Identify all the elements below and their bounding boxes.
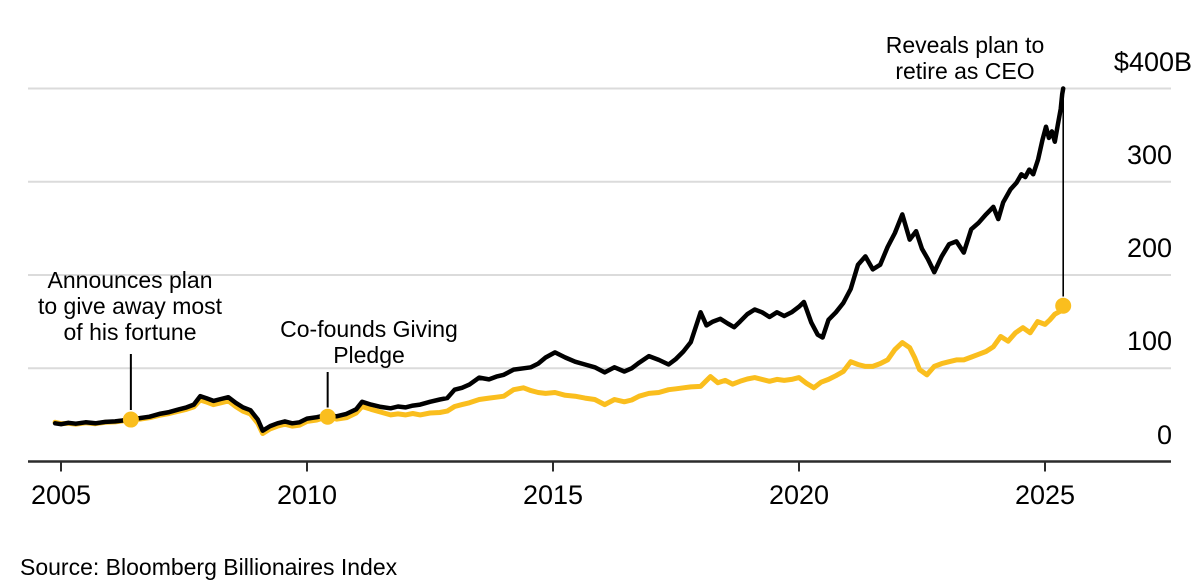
event-marker-giving-pledge (319, 408, 336, 425)
annotation-line: Co-founds Giving (280, 316, 458, 342)
y-axis-label: 100 (1126, 326, 1172, 357)
x-axis-label: 2010 (276, 480, 338, 510)
y-axis-label: $400B (1113, 46, 1192, 77)
annotation-line: of his fortune (63, 319, 197, 345)
x-axis-label: 2025 (1014, 480, 1076, 510)
annotation-line: Pledge (333, 342, 405, 368)
event-marker-retire-ceo (1055, 297, 1072, 314)
annotation-give-away: Announces plan to give away most of his … (10, 267, 250, 345)
annotation-retire-ceo: Reveals plan to retire as CEO (845, 32, 1085, 84)
x-axis-label: 2005 (30, 480, 92, 510)
series-gold (52, 303, 1066, 436)
series-black (52, 86, 1066, 433)
annotation-line: Announces plan (47, 267, 213, 293)
y-axis-label: 300 (1126, 139, 1172, 170)
annotation-line: to give away most (37, 293, 223, 319)
annotation-giving-pledge: Co-founds Giving Pledge (250, 316, 488, 368)
y-axis-label: 200 (1126, 233, 1172, 263)
x-axis-label: 2020 (768, 480, 830, 510)
y-axis-label: 0 (1156, 419, 1172, 450)
annotation-line: Reveals plan to (885, 32, 1045, 58)
x-axis-label: 2015 (522, 480, 584, 510)
source-note: Source: Bloomberg Billionaires Index (20, 554, 398, 580)
event-marker-give-away (122, 411, 139, 428)
annotation-line: retire as CEO (895, 58, 1035, 84)
